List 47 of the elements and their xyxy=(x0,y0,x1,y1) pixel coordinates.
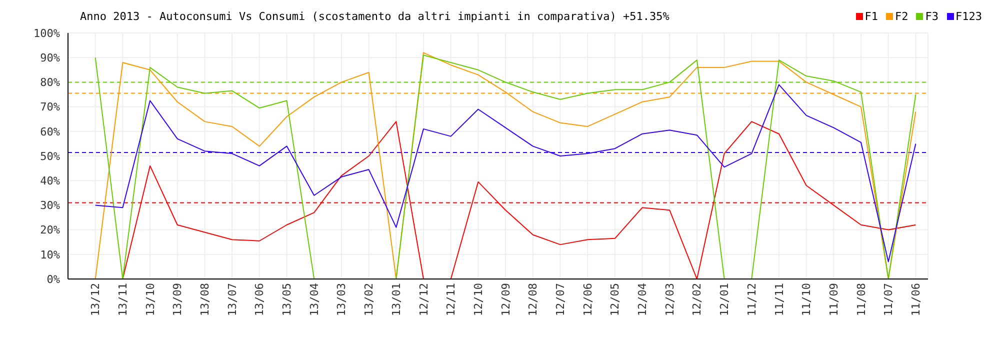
x-tick-label: 13/12 xyxy=(89,283,102,316)
x-tick-label: 12/09 xyxy=(499,283,512,316)
x-tick-label: 12/04 xyxy=(636,282,650,316)
x-tick-label: 13/01 xyxy=(390,283,403,316)
x-tick-label: 13/08 xyxy=(198,283,212,316)
x-tick-label: 13/09 xyxy=(171,283,184,316)
x-tick-label: 12/12 xyxy=(417,283,430,316)
y-tick-label: 40% xyxy=(40,174,60,188)
x-tick-label: 13/11 xyxy=(116,283,130,316)
legend-label: F1 xyxy=(864,10,878,23)
y-tick-label: 70% xyxy=(40,100,60,114)
x-tick-label: 12/07 xyxy=(554,283,568,316)
x-tick-label: 11/11 xyxy=(772,283,786,316)
x-tick-label: 13/07 xyxy=(226,283,239,316)
y-tick-label: 10% xyxy=(40,248,60,262)
x-tick-label: 13/04 xyxy=(308,282,321,316)
x-tick-label: 11/06 xyxy=(910,283,923,316)
x-tick-label: 13/03 xyxy=(335,283,348,316)
x-tick-label: 12/06 xyxy=(581,283,594,316)
y-tick-label: 50% xyxy=(40,150,60,163)
x-tick-label: 11/09 xyxy=(827,283,840,316)
y-tick-label: 0% xyxy=(46,272,60,286)
chart-title: Anno 2013 - Autoconsumi Vs Consumi (scostamento da altri impianti in comparativa) +51.35% xyxy=(80,10,670,23)
x-tick-label: 11/07 xyxy=(882,283,896,316)
x-tick-label: 12/03 xyxy=(663,283,676,316)
x-tick-label: 11/12 xyxy=(745,283,758,316)
x-tick-label: 13/10 xyxy=(144,283,157,316)
y-tick-label: 80% xyxy=(40,76,60,90)
x-tick-label: 13/06 xyxy=(253,283,266,316)
y-tick-label: 30% xyxy=(40,199,60,212)
y-tick-label: 20% xyxy=(40,224,60,237)
y-tick-label: 90% xyxy=(40,52,60,65)
x-tick-label: 12/08 xyxy=(526,283,540,316)
x-tick-label: 12/01 xyxy=(718,283,732,316)
x-tick-label: 12/11 xyxy=(444,283,458,316)
x-tick-label: 11/08 xyxy=(854,283,868,316)
legend-label: F123 xyxy=(954,10,982,23)
x-tick-label: 13/02 xyxy=(362,283,376,316)
y-tick-label: 100% xyxy=(34,26,60,40)
legend-label: F2 xyxy=(894,10,908,23)
x-tick-label: 12/10 xyxy=(472,283,485,316)
x-tick-label: 11/10 xyxy=(800,283,814,316)
x-tick-label: 13/05 xyxy=(280,283,294,316)
x-tick-label: 12/02 xyxy=(690,283,704,316)
y-tick-label: 60% xyxy=(40,125,60,138)
legend-label: F3 xyxy=(924,10,938,23)
x-tick-label: 12/05 xyxy=(608,283,622,316)
